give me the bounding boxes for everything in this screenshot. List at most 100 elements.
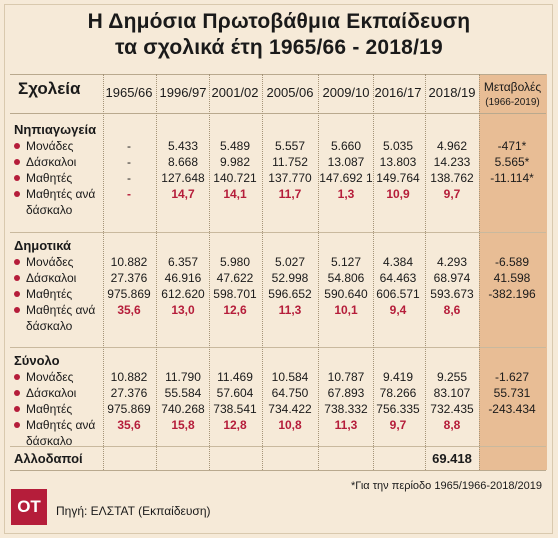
title-line-2: τα σχολικά έτη 1965/66 - 2018/19 — [115, 36, 443, 59]
bullet-icon — [14, 259, 20, 265]
table-cell: 593.673 — [430, 287, 474, 301]
table-cell: 14,1 — [223, 187, 247, 201]
table-cell: 9.419 — [382, 370, 414, 384]
table-cell: 5.660 — [330, 139, 362, 153]
header-year-2016-17: 2016/17 — [374, 85, 422, 100]
table-cell: - — [127, 139, 131, 153]
row-label-text: Μονάδες — [26, 139, 74, 153]
table-cell: 14.233 — [433, 155, 471, 169]
table-cell: 9,7 — [389, 418, 407, 432]
column-divider — [209, 74, 210, 470]
change-cell: 5.565* — [494, 155, 530, 169]
table-cell: 1,3 — [337, 187, 355, 201]
foreigners-label: Αλλοδαποί — [14, 451, 83, 466]
header-change-label: Μεταβολές — [483, 80, 542, 94]
table-cell: 975.869 — [107, 402, 151, 416]
table-cell: 10,1 — [334, 303, 358, 317]
row-label-text: Μαθητές ανά — [26, 303, 96, 317]
table-cell: 734.422 — [268, 402, 312, 416]
table-cell: 47.622 — [216, 271, 254, 285]
section-title: Δημοτικά — [14, 238, 72, 253]
table-cell: 13,0 — [171, 303, 195, 317]
change-cell: -382.196 — [488, 287, 536, 301]
foreigners-value: 69.418 — [432, 451, 472, 466]
table-cell: 4.962 — [436, 139, 468, 153]
table-cell: 732.435 — [430, 402, 474, 416]
table-cell: 64.463 — [379, 271, 417, 285]
bullet-icon — [14, 291, 20, 297]
column-divider — [318, 74, 319, 470]
table-cell: 55.584 — [164, 386, 202, 400]
bullet-icon — [14, 307, 20, 313]
column-divider — [262, 74, 263, 470]
table-cell: 147.692 1 — [319, 171, 373, 185]
table-cell: 11.790 — [165, 370, 201, 384]
table-cell: 5.980 — [219, 255, 251, 269]
table-cell: 140.721 — [213, 171, 257, 185]
section-rule-dimotika — [10, 232, 546, 233]
source-note: Πηγή: ΕΛΣΤΑΤ (Εκπαίδευση) — [56, 504, 211, 518]
table-cell: 975.869 — [107, 287, 151, 301]
row-label: Δάσκαλοι — [14, 385, 76, 401]
table-cell: 13.087 — [327, 155, 365, 169]
table-cell: 52.998 — [271, 271, 309, 285]
table-cell: 64.750 — [271, 386, 309, 400]
header-year-2001-02: 2001/02 — [211, 85, 259, 100]
section-rule-synolo — [10, 347, 546, 348]
table-cell: 78.266 — [379, 386, 417, 400]
table-cell: 67.893 — [327, 386, 365, 400]
column-divider — [103, 74, 104, 470]
row-label-continued: δάσκαλο — [26, 434, 73, 448]
table-cell: 11.752 — [272, 155, 308, 169]
table-cell: 11,3 — [278, 303, 302, 317]
ot-logo: OT — [11, 489, 47, 525]
column-divider — [373, 74, 374, 470]
header-year-2005-06: 2005/06 — [266, 85, 314, 100]
table-cell: 596.652 — [268, 287, 312, 301]
table-cell: 11,7 — [278, 187, 302, 201]
table-cell: 13.803 — [379, 155, 417, 169]
table-cell: 5.557 — [274, 139, 306, 153]
table-cell: 5.127 — [330, 255, 362, 269]
table-cell: 5.433 — [167, 139, 199, 153]
row-label-text: Μονάδες — [26, 255, 74, 269]
row-label-continued: δάσκαλο — [26, 203, 73, 217]
table-cell: 12,8 — [223, 418, 247, 432]
row-label-text: Μαθητές — [26, 171, 73, 185]
table-cell: 606.571 — [376, 287, 420, 301]
change-cell: -6.589 — [494, 255, 530, 269]
row-label: Μονάδες — [14, 138, 73, 154]
row-label-text: Δάσκαλοι — [26, 386, 77, 400]
table-cell: 11,3 — [334, 418, 358, 432]
bullet-icon — [14, 374, 20, 380]
table-cell: 5.489 — [219, 139, 251, 153]
table-cell: 83.107 — [433, 386, 471, 400]
change-cell: -1.627 — [494, 370, 530, 384]
table-cell: 9.982 — [219, 155, 251, 169]
table-cell: 5.035 — [382, 139, 414, 153]
row-label-text: Μαθητές — [26, 287, 73, 301]
row-label: Μαθητές — [14, 170, 72, 186]
section-rule-foreigners — [10, 446, 546, 447]
table-cell: 8,6 — [443, 303, 461, 317]
header-year-2009-10: 2009/10 — [322, 85, 370, 100]
table-cell: - — [127, 155, 131, 169]
row-label: Μαθητές ανά — [14, 186, 95, 202]
table-cell: 137.770 — [268, 171, 312, 185]
change-cell: 41.598 — [493, 271, 531, 285]
table-cell: 8,8 — [443, 418, 461, 432]
bullet-icon — [14, 191, 20, 197]
table-cell: 9.255 — [436, 370, 468, 384]
table-cell: 57.604 — [216, 386, 254, 400]
row-label: Μαθητές ανά — [14, 302, 95, 318]
table-cell: 738.332 — [324, 402, 368, 416]
row-label: Δάσκαλοι — [14, 270, 76, 286]
table-cell: 10,9 — [386, 187, 410, 201]
table-cell: 598.701 — [213, 287, 257, 301]
bullet-icon — [14, 175, 20, 181]
row-label: Μαθητές ανά — [14, 417, 95, 433]
footnote: *Για την περίοδο 1965/1966-2018/2019 — [350, 480, 542, 492]
bullet-icon — [14, 275, 20, 281]
table-cell: 756.335 — [376, 402, 420, 416]
column-divider — [425, 74, 426, 470]
